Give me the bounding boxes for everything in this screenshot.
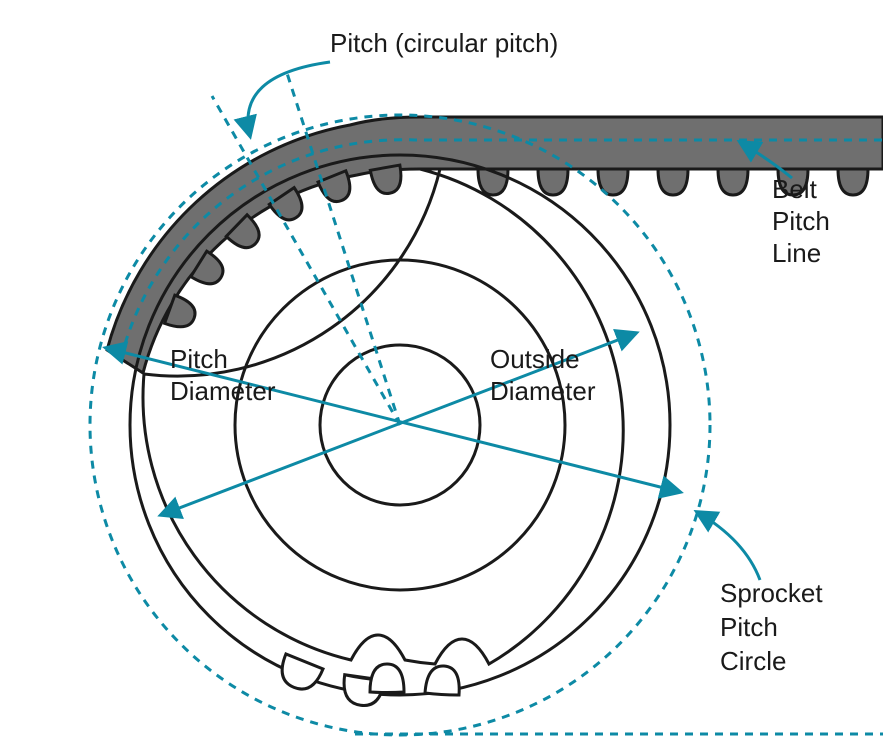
belt-pitch-line-label: Belt Pitch Line — [772, 174, 837, 268]
sprocket-pitch-callout — [697, 512, 760, 580]
sprocket-diagram: Pitch (circular pitch) Belt Pitch Line P… — [0, 0, 883, 756]
pitch-callout-arc — [248, 62, 330, 136]
sprocket-bottom-notches — [275, 654, 384, 708]
pitch-header-label: Pitch (circular pitch) — [330, 28, 558, 58]
sprocket-pitch-circle-label: Sprocket Pitch Circle — [720, 578, 830, 676]
sprocket-notches-simple — [370, 664, 459, 695]
